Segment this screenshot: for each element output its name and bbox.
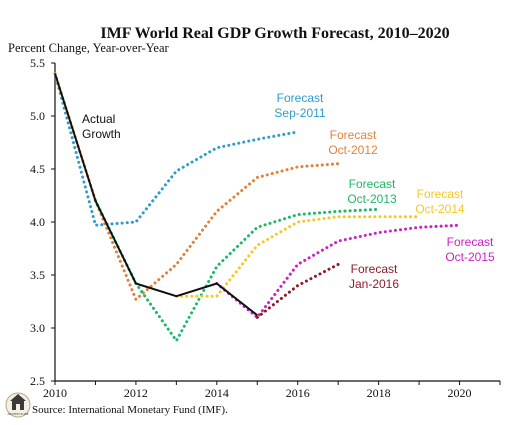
y-tick-label: 3.5 [30,268,45,282]
series-label: Actual Growth [82,112,121,141]
y-tick-label: 2.5 [30,374,45,388]
series-line-forecast-sep-2011 [53,72,300,227]
chart-title: IMF World Real GDP Growth Forecast, 2010… [100,25,449,42]
series-label: Forecast Oct-2013 [347,177,397,206]
series-lines [53,72,461,343]
series-line-actual-growth [54,73,258,317]
logo-text: ARHITECTURE [7,412,28,416]
x-tick-label: 2010 [43,386,67,400]
plot-axes [51,62,501,385]
series-label: Forecast Sep-2011 [274,91,325,120]
y-tick-labels: 2.5 3.0 3.5 4.0 4.5 5.0 5.5 [30,56,45,388]
series-line-forecast-oct-2015 [215,223,461,319]
y-axis-label: Percent Change, Year-over-Year [8,41,170,55]
series-line-forecast-oct-2012 [53,72,340,301]
x-tick-label: 2018 [367,386,391,400]
series-line-forecast-oct-2013 [94,199,381,343]
y-tick-label: 4.5 [30,162,45,176]
x-tick-label: 2016 [286,386,310,400]
y-tick-label: 5.5 [30,56,45,70]
source-note: Source: International Monetary Fund (IMF… [32,404,228,416]
series-line-forecast-oct-2014 [174,215,421,298]
x-tick-label: 2012 [124,386,148,400]
series-label: Forecast Jan-2016 [349,262,399,291]
publisher-logo: ARHITECTURE [5,392,31,418]
series-label: Forecast Oct-2012 [328,128,378,157]
series-label: Forecast Oct-2015 [445,235,495,264]
y-tick-label: 3.0 [30,321,45,335]
x-tick-labels: 2010 2012 2014 2016 2018 2020 [43,386,472,400]
series-label: Forecast Oct-2014 [415,187,465,216]
y-tick-label: 5.0 [30,109,45,123]
x-tick-label: 2020 [448,386,472,400]
series-line-forecast-jan-2016 [255,262,340,319]
y-tick-label: 4.0 [30,215,45,229]
x-tick-label: 2014 [205,386,229,400]
